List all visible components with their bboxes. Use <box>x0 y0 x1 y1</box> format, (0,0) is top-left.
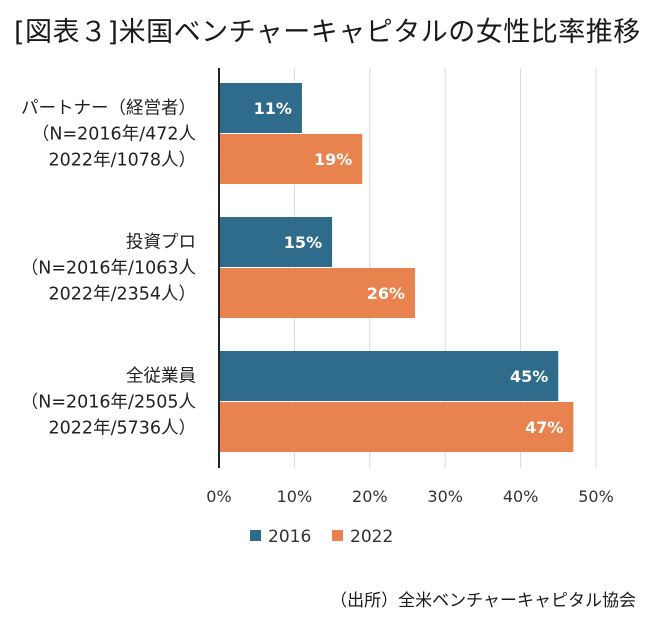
category-label: 2022年/2354人） <box>49 285 196 305</box>
category-label: （N=2016年/472人 <box>32 125 196 145</box>
category-label: 2022年/5736人） <box>49 419 196 439</box>
category-label: （N=2016年/2505人 <box>21 393 196 413</box>
legend-label-2016: 2016 <box>268 527 311 547</box>
bar-value-label: 26% <box>367 284 405 303</box>
bar-value-label: 19% <box>314 150 352 169</box>
legend-label-2022: 2022 <box>350 527 393 547</box>
bar-2016 <box>219 351 559 401</box>
bar-2022 <box>219 402 574 452</box>
category-label: 2022年/1078人） <box>49 151 196 171</box>
x-tick-label: 10% <box>277 487 313 506</box>
x-tick-label: 50% <box>578 487 614 506</box>
x-tick-label: 30% <box>427 487 463 506</box>
bar-value-label: 15% <box>284 233 322 252</box>
chart-title: [図表３]米国ベンチャーキャピタルの女性比率推移 <box>14 17 641 48</box>
x-tick-label: 40% <box>503 487 539 506</box>
source-note: （出所）全米ベンチャーキャピタル協会 <box>330 591 636 611</box>
bar-2022 <box>219 268 416 318</box>
bar-value-label: 11% <box>254 99 292 118</box>
bar-value-label: 47% <box>525 418 563 437</box>
category-label: パートナー（経営者） <box>21 99 196 119</box>
bar-2022 <box>219 134 363 184</box>
legend-swatch-2016 <box>250 530 261 541</box>
category-label: 投資プロ <box>126 233 196 253</box>
category-label: 全従業員 <box>126 367 196 387</box>
bar-2016 <box>219 83 302 133</box>
x-tick-label: 0% <box>206 487 231 506</box>
category-label: （N=2016年/1063人 <box>21 259 196 279</box>
bar-value-label: 45% <box>510 367 548 386</box>
bar-2016 <box>219 217 333 267</box>
legend-swatch-2022 <box>332 530 343 541</box>
x-tick-label: 20% <box>352 487 388 506</box>
